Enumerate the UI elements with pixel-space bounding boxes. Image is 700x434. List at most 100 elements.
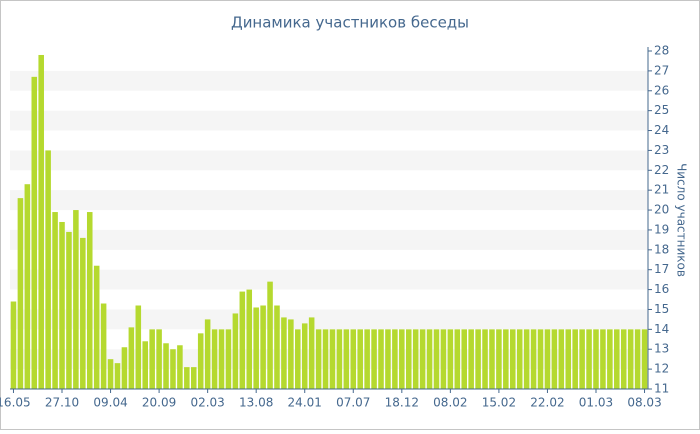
bar (371, 329, 377, 389)
bar (579, 329, 585, 389)
y-tick-label: 26 (654, 83, 669, 97)
bar (586, 329, 592, 389)
x-tick-label: 07.07 (336, 396, 370, 410)
y-tick-label: 21 (654, 183, 669, 197)
y-tick-label: 16 (654, 282, 669, 296)
bar (489, 329, 495, 389)
bar (357, 329, 363, 389)
bar (93, 265, 100, 389)
bar (447, 329, 454, 389)
x-tick-label: 18.12 (385, 396, 419, 410)
x-tick-label: 02.03 (190, 396, 224, 410)
bar (496, 329, 502, 389)
bar (149, 329, 155, 389)
x-tick-label: 08.03 (627, 396, 661, 410)
bar (190, 367, 197, 389)
bar (253, 307, 259, 389)
bar (607, 329, 613, 389)
bar (364, 329, 370, 389)
y-tick-label: 14 (654, 322, 669, 336)
bar (440, 329, 447, 389)
bar (544, 329, 551, 389)
bar (461, 329, 468, 389)
bar (426, 329, 433, 389)
bar (468, 329, 474, 389)
y-tick-label: 20 (654, 203, 669, 217)
bar (211, 329, 218, 389)
grid-band (10, 110, 648, 131)
x-tick-label: 01.03 (579, 396, 613, 410)
bar (121, 347, 128, 389)
bar (59, 221, 65, 389)
x-tick-label: 09.04 (93, 396, 127, 410)
grid-band (10, 190, 648, 211)
bar (80, 237, 86, 389)
bar (530, 329, 537, 389)
y-tick-label: 28 (654, 44, 669, 58)
bar (232, 313, 239, 389)
bar (503, 329, 509, 389)
bar (412, 329, 419, 389)
x-tick-label: 27.10 (45, 396, 79, 410)
bar (482, 329, 488, 389)
bar (170, 349, 176, 389)
bar (634, 329, 641, 389)
bar (281, 317, 287, 389)
bar (516, 329, 523, 389)
bar (593, 329, 599, 389)
bar (336, 329, 343, 389)
bar (267, 281, 273, 389)
bar (322, 329, 329, 389)
y-tick-label: 24 (654, 123, 669, 137)
grid-band (10, 269, 648, 290)
bar (392, 329, 398, 389)
bar (17, 198, 24, 389)
bar (385, 329, 391, 389)
bar (260, 305, 266, 389)
bar (177, 345, 183, 389)
x-tick-label: 08.02 (433, 396, 467, 410)
bar (45, 150, 51, 389)
bar (246, 289, 253, 389)
y-tick-label: 18 (654, 242, 669, 256)
bar (142, 341, 149, 389)
bar (537, 329, 544, 389)
bar (295, 329, 301, 389)
bar (419, 329, 426, 389)
bar (600, 329, 606, 389)
y-tick-label: 23 (654, 143, 669, 157)
y-tick-label: 25 (654, 103, 669, 117)
x-tick-label: 15.02 (482, 396, 516, 410)
x-tick-label: 13.08 (239, 396, 273, 410)
bar (10, 301, 17, 389)
bar (343, 329, 350, 389)
y-tick-label: 22 (654, 163, 669, 177)
bar (24, 184, 31, 389)
grid-bands (10, 70, 648, 370)
x-tick-label: 22.02 (530, 396, 564, 410)
grid-band (10, 309, 648, 330)
bar (66, 231, 72, 389)
bar (86, 212, 93, 389)
y-tick-label: 15 (654, 302, 669, 316)
bar (204, 319, 211, 389)
bar (288, 319, 294, 389)
bar (627, 329, 634, 389)
chart-title: Динамика участников беседы (231, 14, 469, 32)
bar (301, 323, 308, 389)
bar (308, 317, 315, 389)
bar (163, 343, 169, 389)
y-tick-label: 17 (654, 262, 669, 276)
bar (433, 329, 440, 389)
grid-band (10, 150, 648, 171)
bar (572, 329, 578, 389)
bar (475, 329, 481, 389)
bar (128, 327, 135, 389)
bar (73, 210, 79, 389)
bar (620, 329, 627, 389)
y-tick-label: 11 (654, 382, 669, 396)
bar (218, 329, 225, 389)
bar (329, 329, 336, 389)
x-tick-label: 24.01 (288, 396, 322, 410)
